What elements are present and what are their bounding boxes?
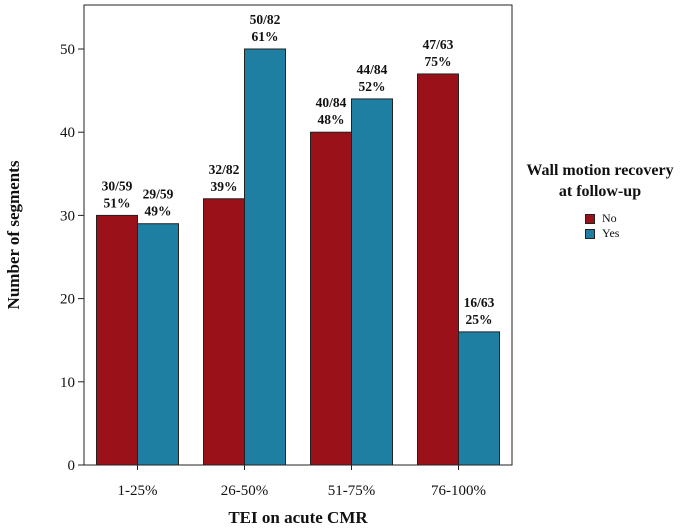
data-label-percent-yes: 25% xyxy=(466,312,493,327)
legend-swatch-yes xyxy=(585,228,595,239)
y-axis-title: Number of segments xyxy=(4,160,23,309)
legend-item-no: No xyxy=(585,211,685,226)
data-label-percent-yes: 61% xyxy=(252,29,279,44)
y-tick-label: 0 xyxy=(68,458,76,474)
data-label-count-yes: 50/82 xyxy=(250,12,281,27)
bar-no xyxy=(417,73,459,466)
data-label-count-yes: 29/59 xyxy=(143,187,174,202)
legend-title-line2: at follow-up xyxy=(558,183,642,200)
legend-title: Wall motion recovery at follow-up xyxy=(515,160,685,202)
y-tick-label: 40 xyxy=(60,125,75,141)
data-label-count-no: 47/63 xyxy=(423,37,454,52)
legend-title-line1: Wall motion recovery xyxy=(526,162,674,179)
data-label-count-no: 32/82 xyxy=(209,162,240,177)
data-label-percent-no: 75% xyxy=(425,54,452,69)
x-tick-label: 51-75% xyxy=(328,483,376,499)
x-tick-label: 1-25% xyxy=(118,483,158,499)
legend-swatch-no xyxy=(585,213,595,224)
bar-no xyxy=(310,131,352,466)
bar-yes xyxy=(458,331,500,466)
data-label-count-yes: 16/63 xyxy=(464,295,495,310)
plot-frame xyxy=(83,4,513,466)
y-tick-label: 10 xyxy=(60,375,75,391)
y-tick-label: 30 xyxy=(60,208,75,224)
bar-no xyxy=(96,214,138,466)
data-label-percent-no: 51% xyxy=(104,195,131,210)
bar-no xyxy=(203,198,245,466)
y-tick-label: 50 xyxy=(60,42,75,58)
y-tick-label: 20 xyxy=(60,292,75,308)
data-label-percent-yes: 49% xyxy=(145,204,172,219)
data-label-percent-no: 39% xyxy=(211,179,238,194)
data-label-percent-no: 48% xyxy=(318,112,345,127)
bar-yes xyxy=(244,48,286,466)
bar-yes xyxy=(137,223,179,466)
legend: Wall motion recovery at follow-up No Yes xyxy=(515,160,685,241)
data-label-count-no: 30/59 xyxy=(102,178,133,193)
data-label-percent-yes: 52% xyxy=(359,79,386,94)
bar-yes xyxy=(351,98,393,466)
legend-label-no: No xyxy=(602,211,617,225)
x-tick-label: 26-50% xyxy=(221,483,269,499)
legend-label-yes: Yes xyxy=(602,226,620,240)
legend-item-yes: Yes xyxy=(585,226,685,241)
data-label-count-yes: 44/84 xyxy=(357,62,388,77)
x-tick-label: 76-100% xyxy=(431,483,486,499)
x-axis-title: TEI on acute CMR xyxy=(228,508,368,527)
data-label-count-no: 40/84 xyxy=(316,95,347,110)
